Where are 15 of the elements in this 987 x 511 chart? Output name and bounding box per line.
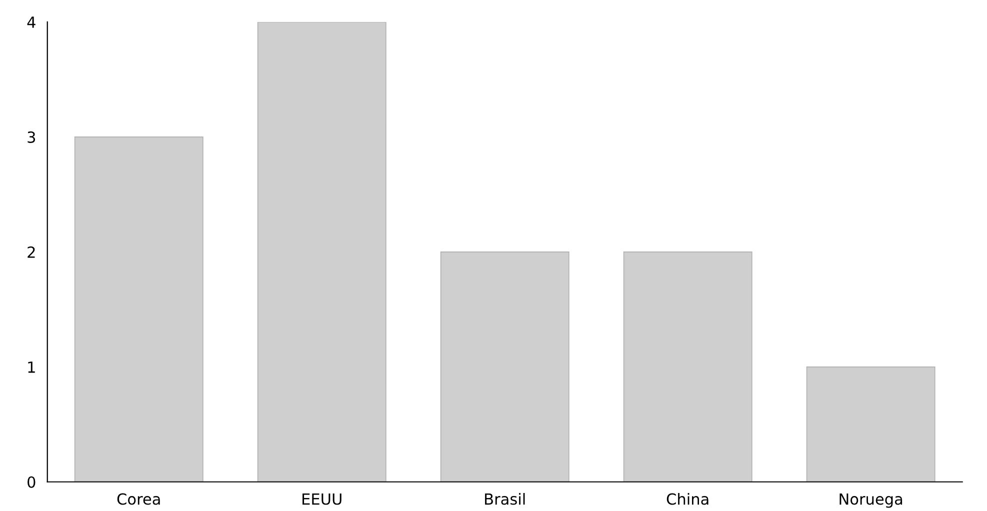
bar <box>806 366 936 482</box>
bar <box>257 22 386 482</box>
x-tick-label: Brasil <box>485 492 525 505</box>
bar <box>440 252 570 482</box>
y-tick-label: 1 <box>28 362 35 373</box>
y-tick-label: 2 <box>28 246 35 258</box>
y-tick-label: 0 <box>28 476 36 488</box>
x-tick-label: EEUU <box>302 493 342 505</box>
y-tick-label: 4 <box>27 16 36 28</box>
y-tick-label: 3 <box>28 131 36 143</box>
x-tick-label: Noruega <box>840 493 902 508</box>
bar <box>74 136 204 482</box>
x-tick-label: China <box>666 492 708 505</box>
bar <box>623 252 752 482</box>
x-tick-label: Corea <box>117 493 160 505</box>
